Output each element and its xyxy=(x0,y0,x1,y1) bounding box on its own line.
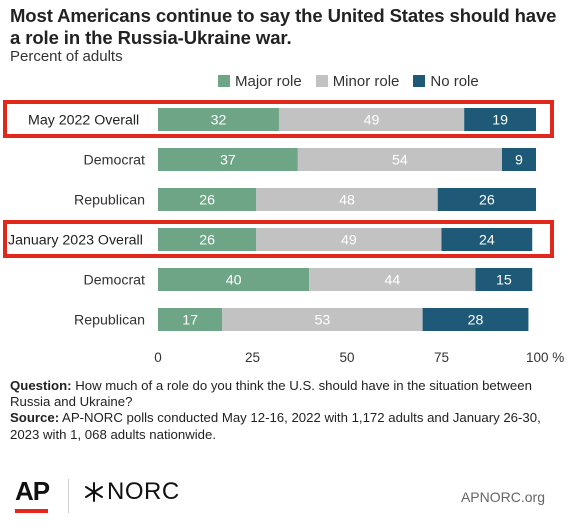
row-label: Republican xyxy=(74,193,145,209)
source-label: Source: xyxy=(10,410,60,426)
norc-star-icon xyxy=(85,482,103,502)
footnote: Question: How much of a role do you thin… xyxy=(10,378,560,443)
data-label-major: 32 xyxy=(211,113,227,129)
bar-segment-none xyxy=(464,108,536,131)
bar-segment-major xyxy=(158,188,257,211)
highlight-box xyxy=(3,100,554,138)
bar-segment-major xyxy=(158,308,223,331)
bar-segment-none xyxy=(501,148,536,171)
x-tick-label: 25 xyxy=(245,350,260,365)
data-label-major: 26 xyxy=(199,193,215,209)
data-label-minor: 48 xyxy=(339,193,355,209)
question-label: Question: xyxy=(10,378,72,393)
row-label: Democrat xyxy=(84,273,146,289)
bar-segment-minor xyxy=(309,268,476,291)
norc-logo-text: NORC xyxy=(107,478,180,505)
bar-segment-minor xyxy=(297,148,502,171)
data-label-major: 37 xyxy=(220,153,236,169)
row-label: Republican xyxy=(74,313,145,329)
source-note: Source: AP-NORC polls conducted May 12-1… xyxy=(10,410,560,442)
legend-label-none: No role xyxy=(430,72,479,90)
norc-logo: NORC xyxy=(84,478,180,506)
bar-segment-minor xyxy=(256,188,438,211)
x-tick-label: 75 xyxy=(434,350,449,365)
bar-segment-none xyxy=(475,268,533,291)
question-text: How much of a role do you think the U.S.… xyxy=(10,378,532,410)
legend: Major role Minor role No role xyxy=(218,72,479,90)
ap-logo: AP xyxy=(15,476,50,506)
chart-subtitle: Percent of adults xyxy=(10,48,123,65)
x-tick-label: 0 xyxy=(154,350,162,365)
data-label-minor: 44 xyxy=(384,273,400,289)
ap-logo-underline xyxy=(15,509,48,513)
legend-item-none: No role xyxy=(413,72,479,90)
stacked-bar-chart: May 2022 Overall 32 49 19 Democrat 37 54 9 Repub… xyxy=(3,100,564,365)
bar-segment-major xyxy=(158,268,310,291)
row-label: January 2023 Overall xyxy=(8,233,143,249)
site-url: APNORC.org xyxy=(460,489,545,505)
legend-item-major: Major role xyxy=(218,73,302,90)
bar-segment-major xyxy=(158,108,279,131)
data-label-minor: 53 xyxy=(315,313,331,329)
x-tick-label: 100 % xyxy=(526,350,564,365)
x-tick-label: 50 xyxy=(339,350,354,365)
data-label-minor: 54 xyxy=(392,153,408,169)
bar-segment-minor xyxy=(256,228,442,251)
legend-swatch-minor xyxy=(315,75,328,87)
highlight-box xyxy=(3,220,554,258)
data-label-none: 28 xyxy=(468,313,484,329)
question-note: Question: How much of a role do you thin… xyxy=(10,378,560,410)
source-text: AP-NORC polls conducted May 12-16, 2022 … xyxy=(10,410,541,442)
row-label: May 2022 Overall xyxy=(28,113,139,129)
legend-swatch-none xyxy=(413,75,426,87)
data-label-none: 19 xyxy=(492,113,508,129)
data-label-major: 40 xyxy=(226,273,242,289)
data-label-major: 26 xyxy=(199,233,215,249)
data-label-minor: 49 xyxy=(364,113,380,129)
bar-segment-minor xyxy=(222,308,423,331)
legend-label-minor: Minor role xyxy=(332,72,400,90)
legend-item-minor: Minor role xyxy=(315,72,400,90)
row-label: Democrat xyxy=(84,153,146,169)
data-label-minor: 49 xyxy=(341,233,357,249)
legend-label-major: Major role xyxy=(235,72,302,90)
logo-divider xyxy=(68,479,69,513)
data-label-none: 24 xyxy=(479,233,495,249)
data-label-none: 15 xyxy=(496,273,512,289)
data-label-none: 26 xyxy=(479,193,495,209)
bar-segment-none xyxy=(441,228,533,251)
legend-swatch-major xyxy=(218,75,230,87)
chart-title: Most Americans continue to say the Unite… xyxy=(10,5,557,48)
bar-segment-none xyxy=(437,188,536,211)
bar-segment-none xyxy=(422,308,529,331)
bar-segment-major xyxy=(158,228,257,251)
data-label-none: 9 xyxy=(515,153,523,169)
bar-segment-minor xyxy=(278,108,465,131)
bar-segment-major xyxy=(158,148,298,171)
data-label-major: 17 xyxy=(182,313,198,329)
